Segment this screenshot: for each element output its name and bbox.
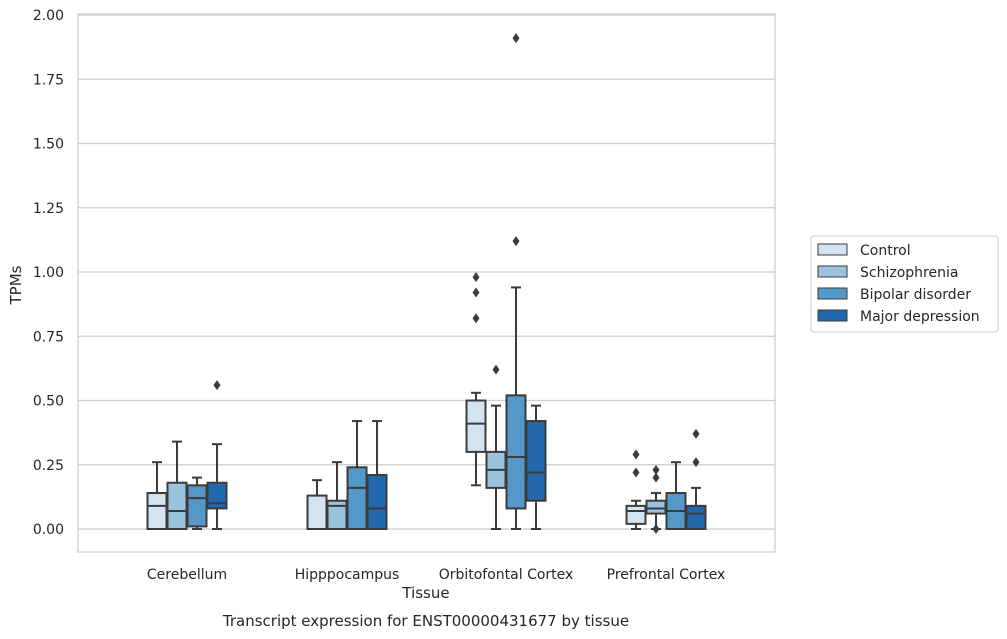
box: [485, 364, 507, 530]
y-tick-label: 1.00: [33, 265, 64, 281]
outlier-point: [492, 364, 500, 375]
outlier-point: [213, 380, 221, 391]
legend-item: Bipolar disorder: [817, 287, 971, 303]
outlier-point: [472, 272, 480, 283]
y-tick-label: 1.50: [33, 137, 64, 153]
box-iqr: [465, 399, 487, 453]
series-major-depression: [206, 380, 707, 530]
outlier-point: [632, 467, 640, 478]
y-tick-label: 0.25: [33, 458, 64, 474]
y-tick-label: 0.00: [33, 522, 64, 538]
series-schizophrenia: [166, 364, 667, 534]
box: [346, 420, 368, 531]
box: [326, 461, 348, 531]
grid-lines: [78, 14, 775, 530]
box-iqr: [146, 492, 168, 530]
box-series: [146, 33, 707, 534]
outlier-point: [692, 457, 700, 468]
box: [505, 33, 527, 530]
outlier-point: [692, 428, 700, 439]
box: [366, 420, 388, 530]
box: [186, 476, 208, 530]
box-iqr: [525, 420, 547, 502]
chart-title: Transcript expression for ENST0000043167…: [222, 612, 629, 630]
outlier-point: [632, 449, 640, 460]
box: [306, 479, 328, 530]
box: [525, 404, 547, 530]
box: [166, 440, 188, 530]
y-tick-label: 1.75: [33, 72, 64, 88]
outlier-point: [512, 236, 520, 247]
box: [645, 464, 667, 534]
legend-frame: [810, 235, 999, 333]
legend-label: Schizophrenia: [860, 265, 958, 281]
box-iqr: [186, 484, 208, 528]
box-iqr: [166, 481, 188, 530]
y-axis-label: TPMs: [7, 265, 25, 305]
legend-swatch: [817, 287, 848, 300]
box-iqr: [645, 499, 667, 515]
outlier-point: [512, 33, 520, 44]
outlier-point: [472, 287, 480, 298]
box-iqr: [206, 481, 228, 510]
legend-swatch: [817, 265, 848, 278]
x-axis-label: Tissue: [401, 584, 449, 602]
legend-label: Control: [860, 243, 911, 259]
x-tick-label: Orbitofontal Cortex: [439, 567, 574, 583]
box-iqr: [685, 504, 707, 530]
y-tick-label: 0.50: [33, 394, 64, 410]
outlier-point: [652, 524, 660, 534]
box: [625, 449, 647, 530]
y-axis-ticks: 0.00 0.25 0.50 0.75 1.00 1.25 1.50 1.75 2.00: [33, 8, 64, 538]
box: [206, 380, 228, 530]
box: [465, 272, 487, 487]
legend: Control Schizophrenia Bipolar disorder Majo…: [810, 235, 999, 333]
x-tick-label: Prefrontal Cortex: [607, 567, 726, 583]
outlier-point: [652, 464, 660, 475]
series-bipolar-disorder: [186, 33, 687, 531]
legend-swatch: [817, 309, 848, 322]
outlier-point: [652, 472, 660, 483]
y-tick-label: 2.00: [33, 8, 64, 24]
legend-label: Major depression: [860, 309, 980, 325]
legend-item: Control: [817, 243, 911, 259]
plot-area: [77, 13, 776, 553]
y-tick-label: 1.25: [33, 201, 64, 217]
box: [146, 461, 168, 530]
outlier-point: [472, 313, 480, 324]
legend-label: Bipolar disorder: [860, 287, 971, 303]
x-tick-label: Cerebellum: [147, 567, 227, 583]
x-tick-label: Hipppocampus: [295, 567, 400, 583]
box: [685, 428, 707, 530]
x-axis-ticks: Cerebellum Hipppocampus Orbitofontal Corte…: [147, 567, 725, 583]
box-iqr: [625, 504, 647, 525]
legend-item: Major depression: [817, 309, 980, 325]
box-iqr: [346, 466, 368, 531]
box: [665, 461, 687, 530]
legend-swatch: [817, 243, 848, 256]
y-tick-label: 0.75: [33, 329, 64, 345]
series-control: [146, 272, 647, 530]
box-iqr: [366, 474, 388, 530]
box-iqr: [505, 394, 527, 510]
legend-item: Schizophrenia: [817, 265, 958, 281]
box-iqr: [306, 494, 328, 530]
